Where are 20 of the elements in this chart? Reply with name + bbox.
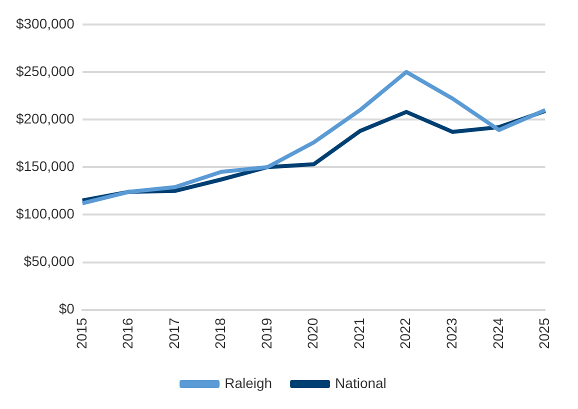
x-tick-label: 2022 xyxy=(397,318,414,350)
x-tick-label: 2021 xyxy=(350,318,367,350)
y-tick-label: $300,000 xyxy=(16,15,75,32)
legend-label: National xyxy=(335,374,386,391)
y-tick-label: $0 xyxy=(58,300,75,317)
x-tick-label: 2020 xyxy=(304,318,321,350)
y-tick-label: $250,000 xyxy=(16,62,75,79)
x-tick-label: 2015 xyxy=(73,318,90,350)
x-tick-label: 2018 xyxy=(212,318,228,350)
legend-label: Raleigh xyxy=(224,374,272,391)
x-tick-label: 2019 xyxy=(258,318,274,350)
y-tick-label: $200,000 xyxy=(16,110,75,126)
x-tick-label: 2023 xyxy=(444,318,460,350)
x-tick-label: 2016 xyxy=(120,318,136,350)
x-tick-label: 2025 xyxy=(536,318,552,350)
y-tick-label: $100,000 xyxy=(16,206,75,222)
y-tick-label: $50,000 xyxy=(24,253,75,270)
x-tick-label: 2017 xyxy=(166,318,182,350)
x-tick-label: 2024 xyxy=(490,318,506,350)
y-tick-label: $150,000 xyxy=(16,158,75,174)
